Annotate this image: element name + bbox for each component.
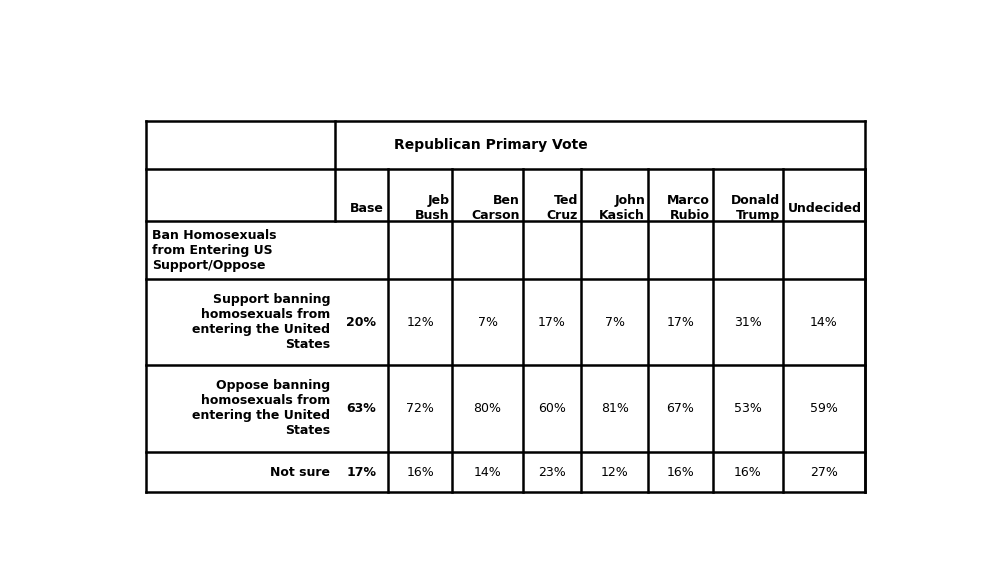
Text: Marco
Rubio: Marco Rubio — [667, 194, 710, 222]
Text: 81%: 81% — [601, 402, 628, 415]
Text: 80%: 80% — [473, 402, 502, 415]
Text: Donald
Trump: Donald Trump — [731, 194, 780, 222]
Text: 16%: 16% — [667, 466, 694, 478]
Text: 59%: 59% — [810, 402, 838, 415]
Text: Jeb
Bush: Jeb Bush — [414, 194, 450, 222]
Text: 7%: 7% — [605, 316, 625, 329]
Text: Oppose banning
homosexuals from
entering the United
States: Oppose banning homosexuals from entering… — [192, 379, 330, 437]
Text: 63%: 63% — [347, 402, 376, 415]
Text: Not sure: Not sure — [270, 466, 330, 478]
Text: Ted
Cruz: Ted Cruz — [547, 194, 578, 222]
Text: Ben
Carson: Ben Carson — [471, 194, 519, 222]
Text: 16%: 16% — [407, 466, 434, 478]
Text: 12%: 12% — [407, 316, 434, 329]
Text: 72%: 72% — [407, 402, 434, 415]
Text: Support banning
homosexuals from
entering the United
States: Support banning homosexuals from enterin… — [192, 293, 330, 351]
Text: 20%: 20% — [347, 316, 376, 329]
Text: 7%: 7% — [477, 316, 498, 329]
Text: 60%: 60% — [538, 402, 566, 415]
Text: 17%: 17% — [347, 466, 376, 478]
Text: 17%: 17% — [538, 316, 566, 329]
Text: John
Kasich: John Kasich — [599, 194, 645, 222]
Text: 53%: 53% — [734, 402, 762, 415]
Text: 17%: 17% — [667, 316, 694, 329]
Text: Ban Homosexuals
from Entering US
Support/Oppose: Ban Homosexuals from Entering US Support… — [151, 229, 276, 272]
Text: 31%: 31% — [734, 316, 762, 329]
Text: 14%: 14% — [473, 466, 502, 478]
Text: 67%: 67% — [667, 402, 694, 415]
Text: 12%: 12% — [601, 466, 628, 478]
Text: 23%: 23% — [538, 466, 566, 478]
Text: 16%: 16% — [734, 466, 762, 478]
Text: 27%: 27% — [810, 466, 838, 478]
Text: Base: Base — [350, 202, 383, 215]
Text: Undecided: Undecided — [788, 202, 862, 215]
Text: Republican Primary Vote: Republican Primary Vote — [394, 137, 588, 152]
Text: 14%: 14% — [810, 316, 838, 329]
